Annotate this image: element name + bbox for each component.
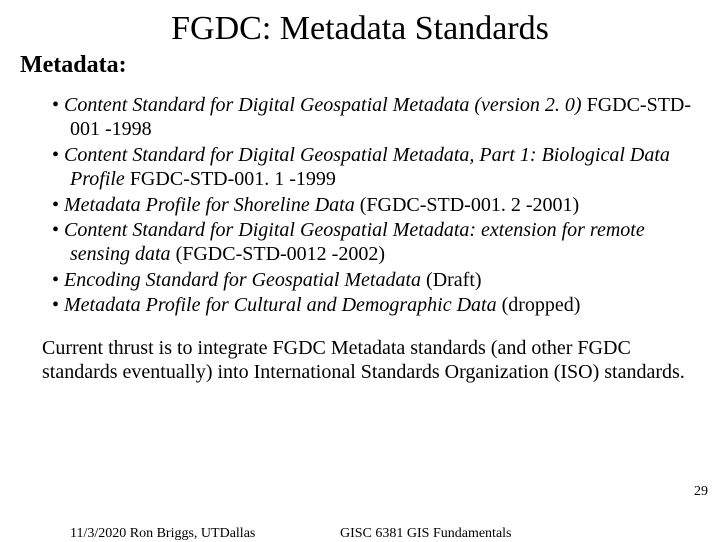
bullet-italic: Metadata Profile for Shoreline Data [64,194,355,216]
slide-container: FGDC: Metadata Standards Metadata: Conte… [0,0,720,540]
page-number: 29 [694,484,708,500]
bullet-italic: Content Standard for Digital Geospatial … [64,94,582,116]
body-paragraph: Current thrust is to integrate FGDC Meta… [20,336,700,385]
list-item: Content Standard for Digital Geospatial … [52,218,700,267]
list-item: Content Standard for Digital Geospatial … [52,143,700,192]
list-item: Metadata Profile for Cultural and Demogr… [52,293,700,317]
slide-subtitle: Metadata: [20,52,700,79]
bullet-rest: (FGDC-STD-0012 -2002) [171,243,385,265]
bullet-italic: Encoding Standard for Geospatial Metadat… [64,269,421,291]
bullet-list: Content Standard for Digital Geospatial … [20,93,700,318]
bullet-rest: FGDC-STD-001. 1 -1999 [125,168,336,190]
list-item: Content Standard for Digital Geospatial … [52,93,700,142]
list-item: Encoding Standard for Geospatial Metadat… [52,268,700,292]
list-item: Metadata Profile for Shoreline Data (FGD… [52,193,700,217]
bullet-rest: (dropped) [497,294,581,316]
bullet-rest: (Draft) [421,269,482,291]
bullet-rest: (FGDC-STD-001. 2 -2001) [355,194,579,216]
bullet-italic: Metadata Profile for Cultural and Demogr… [64,294,497,316]
slide-title: FGDC: Metadata Standards [20,10,700,48]
